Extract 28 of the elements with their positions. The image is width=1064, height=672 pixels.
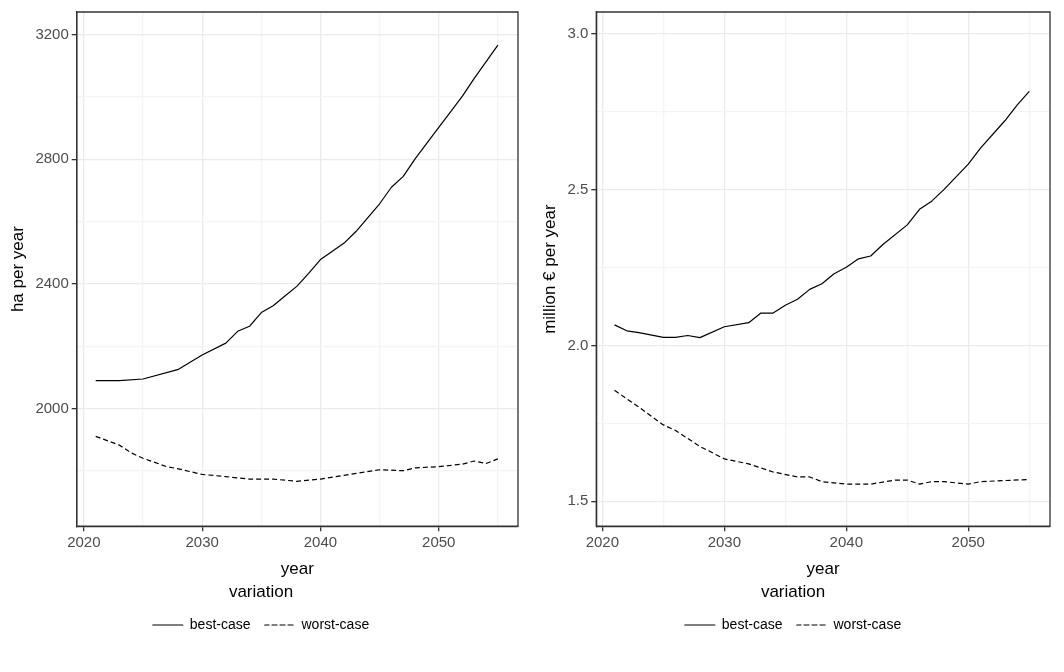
y-tick-label: 1.5 <box>567 491 589 509</box>
x-tick-label: 2050 <box>951 533 985 551</box>
y-axis-title: ha per year <box>7 225 27 313</box>
y-tick-label: 2800 <box>35 149 69 167</box>
y-tick-label: 3200 <box>35 24 69 42</box>
legend-label: worst-case <box>300 615 370 632</box>
legend-title: variation <box>760 581 826 601</box>
y-tick-label: 2000 <box>35 398 69 416</box>
x-tick-label: 2020 <box>67 533 101 551</box>
x-tick-label: 2050 <box>422 533 456 551</box>
legend-label: best-case <box>189 615 251 632</box>
x-axis-title: year <box>806 559 840 579</box>
legend-label: worst-case <box>832 615 902 632</box>
x-tick-label: 2030 <box>185 533 219 551</box>
y-tick-label: 2400 <box>35 274 69 292</box>
legend-label: best-case <box>721 615 783 632</box>
legend-title: variation <box>228 581 294 601</box>
y-tick-label: 2.5 <box>567 179 589 197</box>
x-axis-title: year <box>280 559 315 579</box>
y-tick-label: 3.0 <box>567 23 589 41</box>
y-tick-label: 2.0 <box>567 335 589 353</box>
x-tick-label: 2040 <box>829 533 863 551</box>
x-tick-label: 2040 <box>303 533 338 551</box>
y-axis-title: million € per year <box>539 204 559 334</box>
line-series <box>613 389 1030 485</box>
x-tick-label: 2020 <box>585 533 620 551</box>
x-tick-label: 2030 <box>707 533 742 551</box>
line-series <box>95 435 499 482</box>
